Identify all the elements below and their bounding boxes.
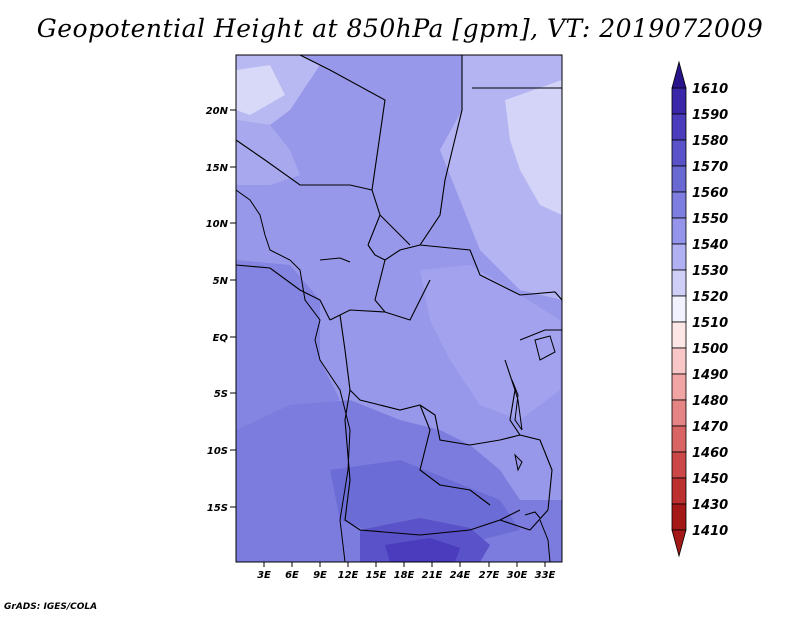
- lat-label-15s: 15S: [207, 503, 228, 514]
- lat-label-20n: 20N: [206, 106, 229, 117]
- colorbar-level-label: 1410: [692, 524, 728, 539]
- lon-label-15e: 15E: [366, 570, 387, 581]
- colorbar-segment: [671, 399, 687, 427]
- lon-label-18e: 18E: [394, 570, 415, 581]
- colorbar: 1610 1590 1580 1570 1560 1550 1540 1530 1520 1510…: [671, 60, 728, 558]
- colorbar-level-label: 1580: [692, 134, 728, 149]
- colorbar-segment: [671, 451, 687, 479]
- geopotential-field: [236, 55, 562, 562]
- lat-label-10n: 10N: [206, 219, 229, 230]
- colorbar-top-arrow: [671, 60, 687, 89]
- lat-label-5s: 5S: [214, 389, 228, 400]
- colorbar-level-label: 1460: [692, 446, 728, 461]
- colorbar-segment: [671, 269, 687, 297]
- colorbar-level-label: 1470: [692, 420, 728, 435]
- lon-label-24e: 24E: [450, 570, 471, 581]
- colorbar-segment: [671, 295, 687, 323]
- lat-label-eq: EQ: [213, 333, 229, 344]
- colorbar-level-label: 1430: [692, 498, 728, 513]
- colorbar-segment: [671, 503, 687, 531]
- colorbar-level-label: 1540: [692, 238, 728, 253]
- colorbar-level-label: 1500: [692, 342, 728, 357]
- colorbar-segment: [671, 321, 687, 349]
- colorbar-segment: [671, 477, 687, 505]
- colorbar-level-label: 1520: [692, 290, 728, 305]
- colorbar-segment: [671, 347, 687, 375]
- colorbar-level-label: 1490: [692, 368, 728, 383]
- lon-label-12e: 12E: [338, 570, 359, 581]
- lon-label-33e: 33E: [535, 570, 556, 581]
- grads-credit: GrADS: IGES/COLA: [4, 602, 98, 612]
- colorbar-level-label: 1510: [692, 316, 728, 331]
- lon-label-9e: 9E: [313, 570, 327, 581]
- colorbar-segment: [671, 191, 687, 219]
- lon-label-21e: 21E: [422, 570, 443, 581]
- colorbar-segment: [671, 165, 687, 193]
- colorbar-level-label: 1610: [692, 82, 728, 97]
- colorbar-bottom-arrow: [671, 529, 687, 558]
- colorbar-segment: [671, 425, 687, 453]
- colorbar-level-label: 1560: [692, 186, 728, 201]
- lat-label-5n: 5N: [213, 276, 229, 287]
- colorbar-level-label: 1590: [692, 108, 728, 123]
- lakes: [511, 335, 556, 519]
- lon-label-3e: 3E: [257, 570, 271, 581]
- map-frame: [235, 54, 563, 563]
- colorbar-level-label: 1570: [692, 160, 728, 175]
- latitude-axis: 20N 15N 10N 5N EQ 5S 10S 15S: [206, 106, 236, 514]
- coastlines: [235, 189, 551, 563]
- colorbar-segment: [671, 243, 687, 271]
- colorbar-level-label: 1480: [692, 394, 728, 409]
- longitude-axis: 3E 6E 9E 12E 15E 18E 21E 24E 27E 30E 33E: [257, 562, 556, 581]
- lon-label-6e: 6E: [285, 570, 299, 581]
- colorbar-level-label: 1450: [692, 472, 728, 487]
- colorbar-segment: [671, 87, 687, 115]
- colorbar-segment: [671, 373, 687, 401]
- lat-label-15n: 15N: [206, 163, 229, 174]
- colorbar-level-label: 1550: [692, 212, 728, 227]
- lat-label-10s: 10S: [207, 446, 228, 457]
- lon-label-27e: 27E: [479, 570, 500, 581]
- map-title: Geopotential Height at 850hPa [gpm], VT:…: [36, 14, 764, 43]
- lon-label-30e: 30E: [507, 570, 528, 581]
- colorbar-segment: [671, 113, 687, 141]
- colorbar-segment: [671, 217, 687, 245]
- colorbar-level-label: 1530: [692, 264, 728, 279]
- colorbar-segment: [671, 139, 687, 167]
